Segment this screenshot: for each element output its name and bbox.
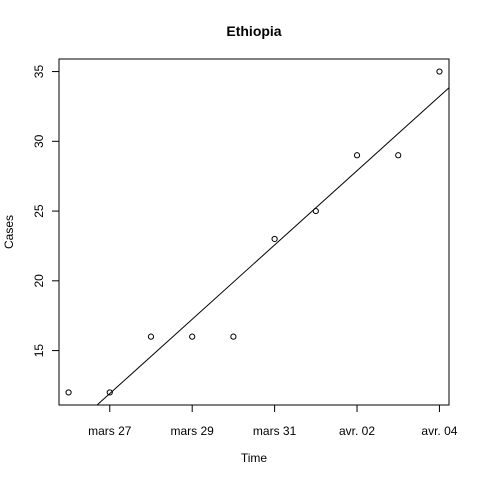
x-tick-label: mars 27 <box>88 424 132 438</box>
y-tick-label: 30 <box>32 134 46 148</box>
x-tick-label: avr. 02 <box>339 424 375 438</box>
data-point <box>353 152 361 159</box>
data-point <box>436 68 443 75</box>
y-axis-label: Cases <box>2 215 16 249</box>
y-axis: 15 20 25 30 35 <box>32 65 60 358</box>
y-tick-label: 35 <box>32 65 46 79</box>
chart-title: Ethiopia <box>226 23 281 39</box>
data-point <box>106 389 113 396</box>
x-axis-label: Time <box>241 451 268 465</box>
trend-line <box>96 87 450 406</box>
data-point <box>147 333 155 340</box>
data-points <box>65 68 443 396</box>
y-tick-label: 15 <box>32 344 46 358</box>
data-point <box>395 152 402 159</box>
plot-area-frame <box>58 58 450 406</box>
data-point <box>271 235 278 243</box>
x-tick-label: avr. 04 <box>421 424 457 438</box>
data-point <box>65 389 72 396</box>
data-point <box>230 333 237 340</box>
x-axis: mars 27 mars 29 mars 31 avr. 02 avr. 04 <box>88 404 458 438</box>
x-tick-label: mars 31 <box>253 424 297 438</box>
y-tick-label: 20 <box>32 274 46 288</box>
x-tick-label: mars 29 <box>171 424 215 438</box>
data-point <box>189 333 196 340</box>
y-tick-label: 25 <box>32 204 46 218</box>
